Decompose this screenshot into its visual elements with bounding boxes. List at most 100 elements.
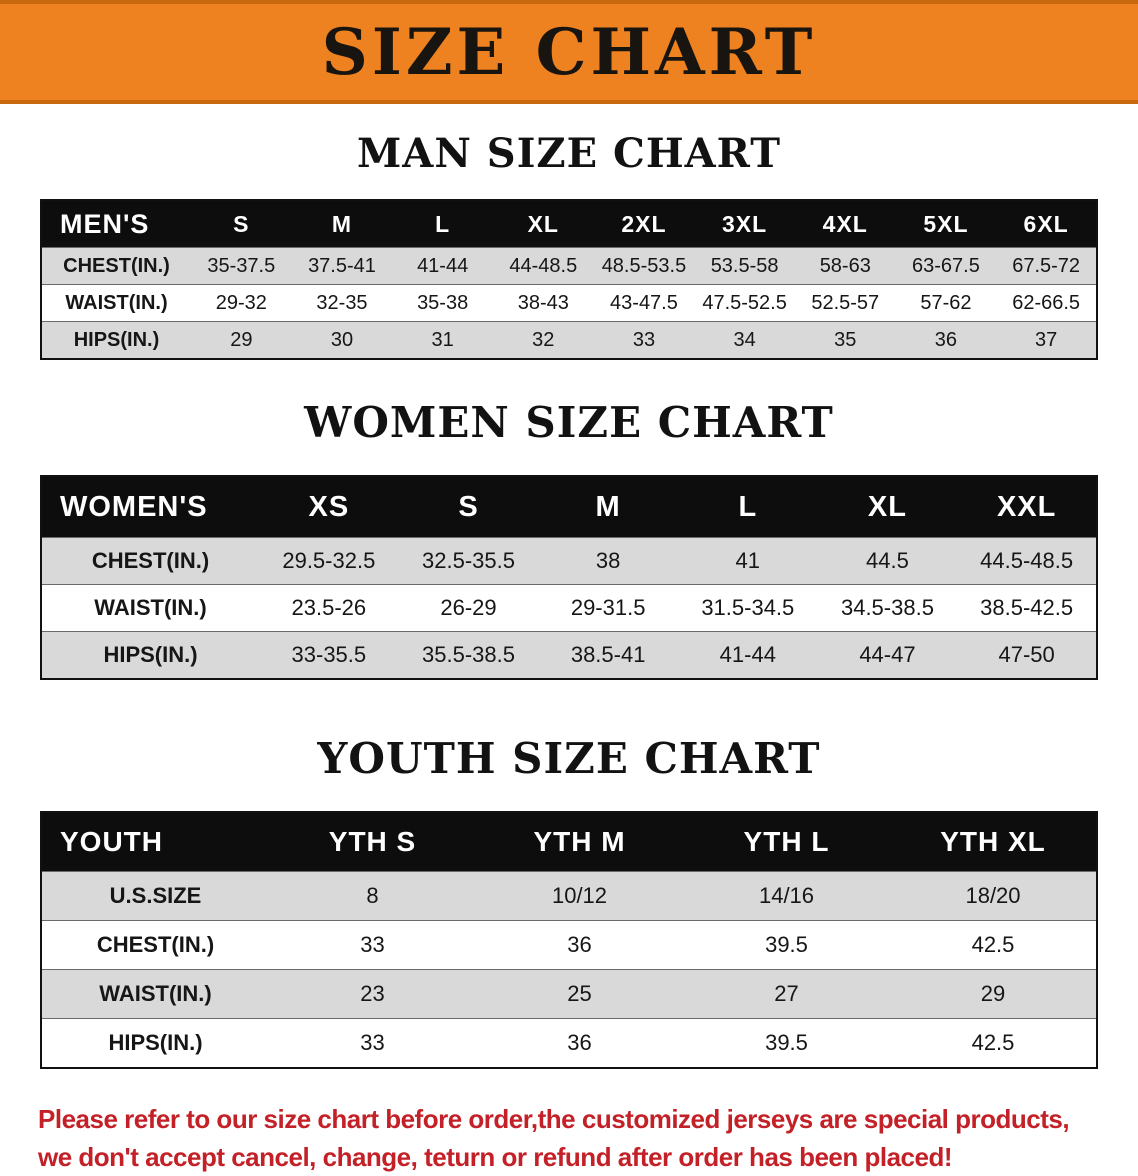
disclaimer: Please refer to our size chart before or… <box>38 1101 1100 1176</box>
cell: 67.5-72 <box>996 247 1097 285</box>
cell: 44-48.5 <box>492 247 594 285</box>
cell: 38.5-41 <box>538 631 678 679</box>
cell: 44.5-48.5 <box>957 537 1097 585</box>
cell: 34.5-38.5 <box>817 584 958 632</box>
column-header: L <box>677 476 818 538</box>
cell: 23.5-26 <box>259 584 399 632</box>
column-header: 4XL <box>794 200 896 248</box>
men-section-heading: MAN SIZE CHART <box>357 130 781 177</box>
cell: 35 <box>794 321 896 359</box>
cell: 29.5-32.5 <box>259 537 399 585</box>
cell: 25 <box>476 969 683 1019</box>
cell: 38.5-42.5 <box>957 584 1097 632</box>
cell: 30 <box>291 321 393 359</box>
cell: 35-37.5 <box>191 247 292 285</box>
cell: 43-47.5 <box>593 284 695 322</box>
column-header: 3XL <box>694 200 795 248</box>
cell: 36 <box>476 1018 683 1068</box>
cell: 31.5-34.5 <box>677 584 818 632</box>
cell: 62-66.5 <box>996 284 1097 322</box>
cell: 38-43 <box>492 284 594 322</box>
cell: 41-44 <box>392 247 493 285</box>
women-size-table: WOMEN'S XS S M L XL XXL CHEST(IN.) 29.5-… <box>40 475 1098 680</box>
cell: 36 <box>476 920 683 970</box>
cell: 33-35.5 <box>259 631 399 679</box>
disclaimer-line-1: Please refer to our size chart before or… <box>38 1104 1070 1134</box>
table-row: WAIST(IN.) 23 25 27 29 <box>41 969 1097 1019</box>
column-header: M <box>538 476 678 538</box>
cell: 32 <box>492 321 594 359</box>
table-row: CHEST(IN.) 33 36 39.5 42.5 <box>41 920 1097 970</box>
table-row: U.S.SIZE 8 10/12 14/16 18/20 <box>41 871 1097 921</box>
table-row: HIPS(IN.) 33 36 39.5 42.5 <box>41 1018 1097 1068</box>
cell: 29-32 <box>191 284 292 322</box>
row-label: HIPS(IN.) <box>41 1018 269 1068</box>
column-header: S <box>398 476 539 538</box>
column-header: YTH L <box>683 812 890 872</box>
cell: 8 <box>269 871 476 921</box>
cell: 41 <box>677 537 818 585</box>
column-header: YTH XL <box>890 812 1097 872</box>
table-row: CHEST(IN.) 29.5-32.5 32.5-35.5 38 41 44.… <box>41 537 1097 585</box>
column-header: YTH M <box>476 812 683 872</box>
table-row: WAIST(IN.) 23.5-26 26-29 29-31.5 31.5-34… <box>41 584 1097 632</box>
men-size-table: MEN'S S M L XL 2XL 3XL 4XL 5XL 6XL CHEST… <box>40 199 1098 360</box>
men-header-row: MEN'S S M L XL 2XL 3XL 4XL 5XL 6XL <box>41 200 1097 248</box>
cell: 29-31.5 <box>538 584 678 632</box>
cell: 29 <box>890 969 1097 1019</box>
cell: 33 <box>269 1018 476 1068</box>
row-label: CHEST(IN.) <box>41 537 259 585</box>
cell: 63-67.5 <box>895 247 997 285</box>
column-header: XS <box>259 476 399 538</box>
row-label: WAIST(IN.) <box>41 584 259 632</box>
cell: 41-44 <box>677 631 818 679</box>
cell: 38 <box>538 537 678 585</box>
cell: 27 <box>683 969 890 1019</box>
column-header: XXL <box>957 476 1097 538</box>
cell: 47.5-52.5 <box>694 284 795 322</box>
cell: 35.5-38.5 <box>398 631 539 679</box>
women-section-heading: WOMEN SIZE CHART <box>304 398 834 447</box>
column-header: YOUTH <box>41 812 269 872</box>
column-header: M <box>291 200 393 248</box>
youth-size-table: YOUTH YTH S YTH M YTH L YTH XL U.S.SIZE … <box>40 811 1098 1069</box>
row-label: WAIST(IN.) <box>41 284 191 322</box>
disclaimer-line-2: we don't accept cancel, change, teturn o… <box>38 1141 953 1172</box>
cell: 58-63 <box>794 247 896 285</box>
youth-header-row: YOUTH YTH S YTH M YTH L YTH XL <box>41 812 1097 872</box>
cell: 10/12 <box>476 871 683 921</box>
row-label: HIPS(IN.) <box>41 631 259 679</box>
cell: 37.5-41 <box>291 247 393 285</box>
youth-section-heading: YOUTH SIZE CHART <box>317 734 821 783</box>
cell: 48.5-53.5 <box>593 247 695 285</box>
cell: 26-29 <box>398 584 539 632</box>
cell: 31 <box>392 321 493 359</box>
cell: 14/16 <box>683 871 890 921</box>
cell: 23 <box>269 969 476 1019</box>
cell: 39.5 <box>683 1018 890 1068</box>
column-header: 5XL <box>895 200 997 248</box>
cell: 42.5 <box>890 920 1097 970</box>
column-header: MEN'S <box>41 200 191 248</box>
row-label: CHEST(IN.) <box>41 920 269 970</box>
cell: 34 <box>694 321 795 359</box>
page-title: SIZE CHART <box>321 14 817 90</box>
cell: 44.5 <box>817 537 958 585</box>
cell: 52.5-57 <box>794 284 896 322</box>
cell: 18/20 <box>890 871 1097 921</box>
women-header-row: WOMEN'S XS S M L XL XXL <box>41 476 1097 538</box>
column-header: XL <box>817 476 958 538</box>
cell: 39.5 <box>683 920 890 970</box>
cell: 57-62 <box>895 284 997 322</box>
table-row: HIPS(IN.) 29 30 31 32 33 34 35 36 37 <box>41 321 1097 359</box>
column-header: WOMEN'S <box>41 476 259 538</box>
column-header: YTH S <box>269 812 476 872</box>
cell: 32-35 <box>291 284 393 322</box>
cell: 53.5-58 <box>694 247 795 285</box>
cell: 33 <box>593 321 695 359</box>
cell: 32.5-35.5 <box>398 537 539 585</box>
cell: 35-38 <box>392 284 493 322</box>
row-label: HIPS(IN.) <box>41 321 191 359</box>
cell: 42.5 <box>890 1018 1097 1068</box>
column-header: S <box>191 200 292 248</box>
